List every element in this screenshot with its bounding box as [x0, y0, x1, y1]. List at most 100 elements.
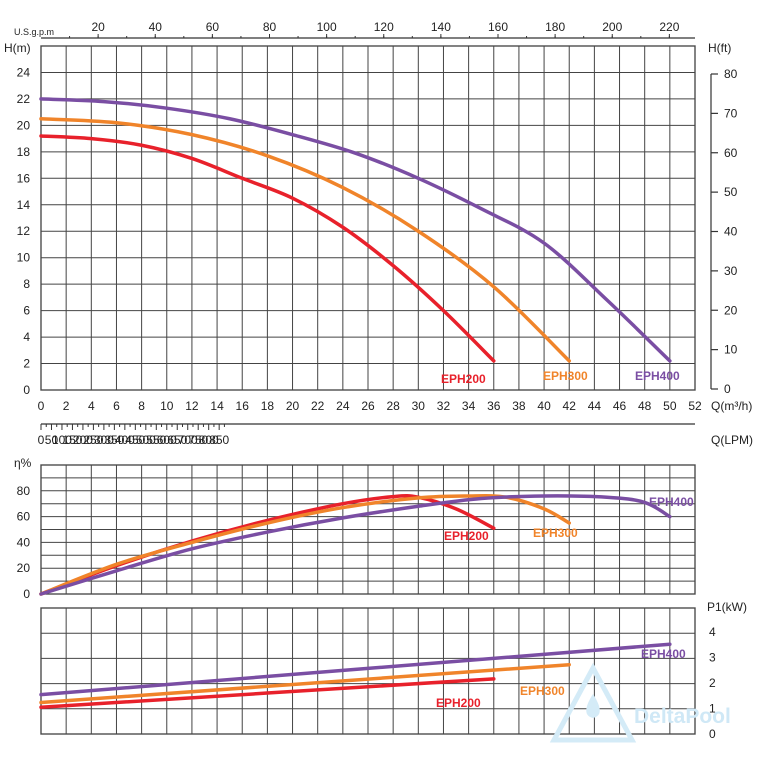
watermark-text: DeltaPool — [634, 705, 731, 728]
power-curve-eph400 — [39, 642, 672, 697]
head-x-tick: 48 — [638, 399, 652, 413]
head-x-tick: 46 — [613, 399, 627, 413]
head-x-tick: 52 — [688, 399, 702, 413]
head-y-tick: 22 — [17, 92, 31, 106]
head-x-tick: 0 — [38, 399, 45, 413]
eff-y-tick: 40 — [17, 535, 31, 549]
lpm-tick: 200 — [73, 433, 93, 447]
gpm-tick: 60 — [206, 20, 220, 34]
head-label-eph200: EPH200 — [441, 372, 486, 386]
lpm-tick: 600 — [157, 433, 177, 447]
head-curve-eph400 — [39, 97, 672, 363]
lpm-tick: 350 — [104, 433, 124, 447]
head-x-tick: 22 — [311, 399, 325, 413]
head-y-tick: 20 — [17, 118, 31, 132]
watermark-triangle-icon — [549, 662, 637, 743]
ft-tick: 40 — [724, 225, 738, 239]
watermark: DeltaPool — [549, 662, 731, 743]
efficiency-label-eph400: EPH400 — [649, 495, 694, 509]
efficiency-label-eph300: EPH300 — [533, 526, 578, 540]
ft-tick: 0 — [724, 382, 731, 396]
head-x-tick: 26 — [361, 399, 375, 413]
head-x-tick: 2 — [63, 399, 70, 413]
efficiency-curve-eph400 — [39, 494, 672, 596]
head-x-tick: 44 — [588, 399, 602, 413]
head-x-tick: 36 — [487, 399, 501, 413]
head-x-tick: 32 — [437, 399, 451, 413]
gpm-tick: 220 — [659, 20, 679, 34]
lpm-tick: 750 — [188, 433, 208, 447]
lpm-tick: 0 — [38, 433, 45, 447]
ft-tick: 20 — [724, 303, 738, 317]
head-x-tick: 42 — [563, 399, 577, 413]
head-y-tick: 2 — [23, 357, 30, 371]
head-x-tick: 20 — [286, 399, 300, 413]
power-label-eph300: EPH300 — [520, 684, 565, 698]
head-x-tick: 30 — [412, 399, 426, 413]
lpm-tick: 250 — [83, 433, 103, 447]
power-y-tick: 4 — [709, 625, 716, 639]
gpm-tick: 140 — [431, 20, 451, 34]
head-x-tick: 4 — [88, 399, 95, 413]
head-x-tick: 34 — [462, 399, 476, 413]
head-x-tick: 10 — [160, 399, 174, 413]
head-x-tick: 14 — [210, 399, 224, 413]
lpm-tick: 300 — [94, 433, 114, 447]
head-curve-eph200 — [39, 134, 496, 363]
head-label-eph300: EPH300 — [543, 369, 588, 383]
lpm-tick: 500 — [136, 433, 156, 447]
head-y-tick: 14 — [17, 198, 31, 212]
head-y-tick: 12 — [17, 224, 31, 238]
eff-y-tick: 60 — [17, 510, 31, 524]
power-y-tick: 1 — [709, 702, 716, 716]
head-y-tick: 24 — [17, 65, 31, 79]
gpm-tick: 120 — [374, 20, 394, 34]
ft-tick: 30 — [724, 264, 738, 278]
eff-y-tick: 80 — [17, 484, 31, 498]
head-x-label: Q(m³/h) — [711, 399, 752, 413]
gpm-tick: 40 — [149, 20, 163, 34]
gpm-tick: 180 — [545, 20, 565, 34]
ft-tick: 50 — [724, 185, 738, 199]
head-y-tick: 4 — [23, 330, 30, 344]
head-y-label: H(m) — [4, 41, 31, 55]
head-y-tick: 16 — [17, 171, 31, 185]
ft-tick: 60 — [724, 146, 738, 160]
power-curve-eph200 — [39, 677, 496, 709]
head-y-tick: 8 — [23, 277, 30, 291]
power-y-tick: 0 — [709, 727, 716, 741]
lpm-axis-label: Q(LPM) — [711, 433, 753, 447]
power-label-eph400: EPH400 — [641, 647, 686, 661]
head-y-tick: 0 — [23, 383, 30, 397]
curves: EPH200 EPH300 EPH400 EPH200 EPH300 EPH400 EPH2… — [39, 97, 694, 710]
gpm-tick: 80 — [263, 20, 277, 34]
lpm-tick: 550 — [146, 433, 166, 447]
eff-y-label: η% — [14, 456, 32, 470]
head-x-tick: 38 — [512, 399, 526, 413]
lpm-tick: 800 — [199, 433, 219, 447]
lpm-tick: 700 — [178, 433, 198, 447]
head-x-tick: 18 — [261, 399, 275, 413]
ft-tick: 80 — [724, 67, 738, 81]
head-y-tick: 18 — [17, 145, 31, 159]
gpm-tick: 20 — [91, 20, 105, 34]
gpm-tick: 160 — [488, 20, 508, 34]
power-label-eph200: EPH200 — [436, 696, 481, 710]
gpm-tick: 100 — [317, 20, 337, 34]
lpm-tick: 450 — [125, 433, 145, 447]
head-x-tick: 8 — [138, 399, 145, 413]
head-x-tick: 40 — [537, 399, 551, 413]
ft-tick: 70 — [724, 106, 738, 120]
lpm-tick: 50 — [45, 433, 59, 447]
lpm-tick: 850 — [209, 433, 229, 447]
efficiency-label-eph200: EPH200 — [444, 529, 489, 543]
power-curve-eph300 — [39, 662, 571, 705]
head-x-tick: 12 — [185, 399, 199, 413]
grids — [40, 45, 696, 735]
head-y-tick: 6 — [23, 304, 30, 318]
eff-y-tick: 0 — [23, 587, 30, 601]
efficiency-grid — [40, 464, 696, 595]
eff-y-tick: 20 — [17, 561, 31, 575]
head-x-tick: 6 — [113, 399, 120, 413]
